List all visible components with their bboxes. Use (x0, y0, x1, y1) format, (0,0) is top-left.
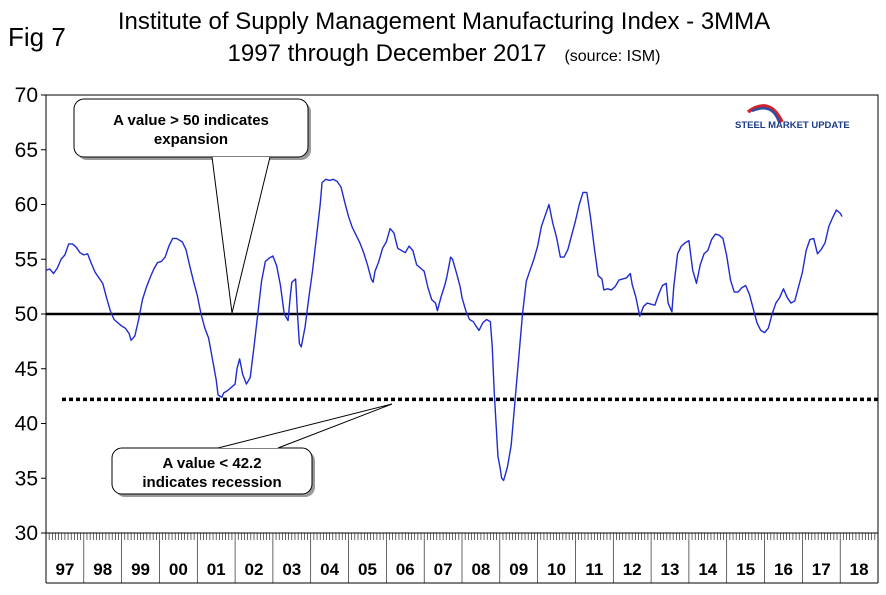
callouts-layer: A value > 50 indicates expansion A value <… (73, 98, 393, 497)
x-tick-label: 09 (509, 560, 528, 579)
callout-pointer (217, 403, 393, 449)
x-tick-label: 17 (812, 560, 831, 579)
series-layer (45, 178, 843, 482)
callout-box (111, 447, 313, 495)
x-tick-label: 08 (471, 560, 490, 579)
x-tick-label: 00 (169, 560, 188, 579)
logo-text: STEEL MARKET UPDATE (735, 120, 850, 131)
x-tick-label: 03 (282, 560, 301, 579)
x-tick-label: 05 (358, 560, 377, 579)
x-tick-label: 11 (585, 560, 603, 579)
x-axis: 97 98 99 00 01 02 03 04 05 06 07 08 09 10 11 12 13 14 15 16… (45, 533, 879, 584)
x-tick-label: 12 (623, 560, 642, 579)
y-tick-label: 55 (15, 248, 38, 271)
x-tick-label: 97 (55, 560, 74, 579)
expansion-callout: A value > 50 indicates expansion (73, 98, 311, 314)
y-tick-label: 30 (15, 522, 38, 545)
x-tick-label: 15 (736, 560, 755, 579)
x-tick-label: 98 (93, 560, 112, 579)
figure-label: Fig 7 (8, 22, 66, 52)
ism-index-line (45, 178, 843, 482)
x-tick-label: 14 (698, 560, 717, 579)
y-tick-label: 35 (15, 467, 38, 490)
recession-callout: A value < 42.2 indicates recession (111, 403, 393, 497)
reference-lines (46, 312, 878, 402)
x-tick-label: 06 (396, 560, 415, 579)
source-note: (source: ISM) (564, 48, 661, 65)
chart-subtitle-row: 1997 through December 2017 (source: ISM) (104, 38, 784, 73)
x-tick-label: 99 (131, 560, 150, 579)
chart-subtitle: 1997 through December 2017 (227, 40, 547, 67)
callout-pointer (211, 156, 271, 314)
x-tick-label: 10 (547, 560, 566, 579)
callout-line1: A value < 42.2 (162, 455, 261, 472)
callout-line2: indicates recession (142, 474, 281, 491)
x-tick-label: 13 (661, 560, 680, 579)
swoosh-icon (746, 104, 784, 123)
y-tick-label: 65 (15, 139, 38, 162)
steel-market-update-logo: STEEL MARKET UPDATE (735, 104, 850, 131)
chart-title-block: Institute of Supply Management Manufactu… (104, 6, 784, 73)
y-tick-label: 70 (15, 84, 38, 107)
x-tick-label: 02 (245, 560, 264, 579)
callout-line1: A value > 50 indicates (113, 112, 269, 129)
y-tick-label: 45 (15, 358, 38, 381)
chart-title: Institute of Supply Management Manufactu… (117, 8, 771, 35)
y-tick-label: 60 (15, 194, 38, 217)
x-tick-label: 16 (774, 560, 793, 579)
x-tick-label: 01 (207, 560, 226, 579)
x-tick-label: 04 (320, 560, 339, 579)
x-tick-label: 07 (434, 560, 453, 579)
y-tick-label: 50 (15, 303, 38, 326)
callout-line2: expansion (154, 131, 228, 148)
callout-pointer-fill (212, 157, 270, 313)
y-tick-label: 40 (15, 413, 38, 436)
x-tick-label: 18 (850, 560, 869, 579)
y-axis: 30 35 40 45 50 55 60 65 70 (15, 84, 46, 545)
callout-box (73, 98, 309, 158)
